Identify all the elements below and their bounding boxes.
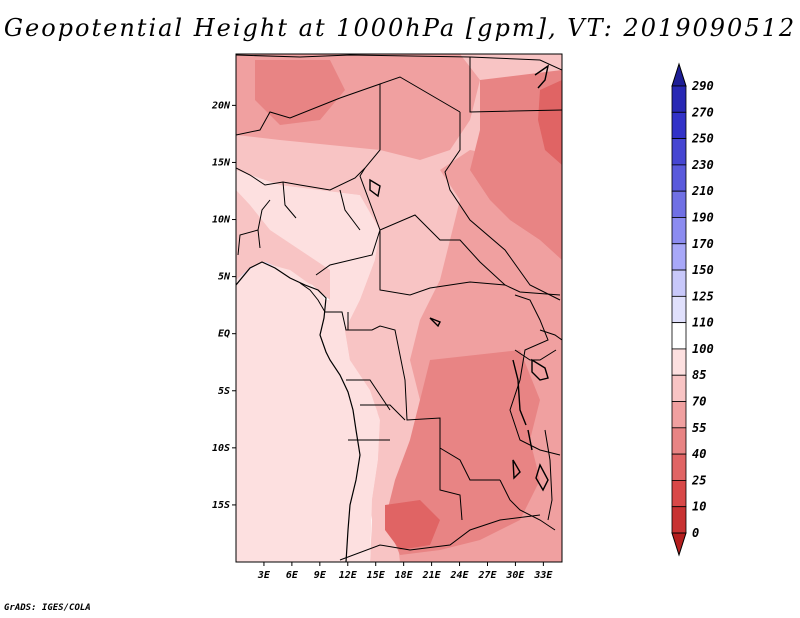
country-borders bbox=[236, 54, 562, 561]
colorbar-label: 270 bbox=[691, 105, 714, 119]
colorbar-box bbox=[671, 427, 687, 455]
colorbar-box bbox=[671, 269, 687, 297]
colorbar-label: 100 bbox=[692, 342, 714, 356]
lon-tick-label: 9E bbox=[314, 570, 327, 581]
lat-tick-label: EQ bbox=[218, 329, 230, 340]
colorbar-label: 70 bbox=[692, 395, 706, 409]
colorbar-label: 125 bbox=[692, 289, 714, 303]
lon-tick-label: 30E bbox=[505, 570, 525, 581]
lat-tick-label: 10S bbox=[212, 443, 230, 454]
colorbar-label: 55 bbox=[692, 421, 706, 435]
colorbar-label: 85 bbox=[692, 368, 706, 382]
colorbar-box bbox=[671, 322, 687, 350]
red-zone-east bbox=[538, 80, 562, 165]
colorbar-label: 150 bbox=[692, 263, 714, 277]
colorbar-label: 10 bbox=[692, 500, 706, 514]
lat-tick-label: 20N bbox=[211, 100, 231, 111]
colorbar-box bbox=[671, 111, 687, 139]
colorbar-bottom-arrow bbox=[671, 532, 687, 557]
lat-tick-label: 10N bbox=[212, 215, 231, 226]
lakes bbox=[369, 64, 550, 492]
salmon-zone-northwest bbox=[255, 60, 345, 125]
longitude-axis: 3E 6E 9E 12E 15E 18E 21E 24E 27E 30E 33E bbox=[257, 562, 553, 581]
light-pink-zone bbox=[236, 130, 460, 562]
colorbar-box bbox=[671, 217, 687, 245]
lon-tick-label: 15E bbox=[367, 570, 386, 581]
colorbar-label: 290 bbox=[691, 79, 714, 93]
colorbar-label: 250 bbox=[691, 132, 714, 146]
lon-tick-label: 21E bbox=[422, 570, 442, 581]
colorbar-box bbox=[671, 85, 687, 113]
colorbar-box bbox=[671, 480, 687, 508]
colorbar-label: 230 bbox=[691, 158, 714, 172]
colorbar-box bbox=[671, 453, 687, 481]
lon-tick-label: 24E bbox=[450, 570, 470, 581]
colorbar-box bbox=[671, 506, 687, 534]
chart-title: Geopotential Height at 1000hPa [gpm], VT… bbox=[3, 14, 797, 42]
colorbar-box bbox=[671, 374, 687, 402]
credit-text: GrADS: IGES/COLA bbox=[4, 603, 91, 613]
lat-tick-label: 15S bbox=[212, 500, 230, 511]
colorbar-box bbox=[671, 190, 687, 218]
lon-tick-label: 27E bbox=[477, 570, 497, 581]
lon-tick-label: 33E bbox=[533, 570, 553, 581]
lon-tick-label: 3E bbox=[257, 570, 271, 581]
lat-tick-label: 15N bbox=[212, 157, 231, 168]
latitude-axis: 20N 15N 10N 5N EQ 5S 10S 15S bbox=[211, 100, 236, 511]
colorbar-top-arrow bbox=[671, 62, 687, 87]
lon-tick-label: 6E bbox=[286, 570, 299, 581]
map-frame bbox=[235, 53, 563, 563]
colorbar-label: 0 bbox=[692, 526, 699, 540]
colorbar-label: 190 bbox=[692, 210, 714, 224]
colorbar-boxes bbox=[671, 62, 687, 557]
colorbar-box bbox=[671, 164, 687, 192]
colorbar-label: 25 bbox=[691, 473, 706, 487]
lat-tick-label: 5N bbox=[218, 272, 231, 283]
height-field bbox=[236, 54, 562, 562]
colorbar-box bbox=[671, 243, 687, 271]
lon-tick-label: 12E bbox=[339, 570, 358, 581]
coastline bbox=[236, 261, 361, 562]
colorbar-label: 170 bbox=[692, 237, 714, 251]
colorbar-labels: 2902702502302101901701501251101008570554… bbox=[691, 79, 714, 540]
colorbar-box bbox=[671, 295, 687, 324]
colorbar-label: 40 bbox=[692, 447, 706, 461]
colorbar-label: 210 bbox=[691, 184, 714, 198]
pale-pink-zone bbox=[236, 170, 380, 562]
colorbar-box bbox=[671, 401, 687, 429]
lat-tick-label: 5S bbox=[218, 386, 230, 397]
lon-tick-label: 18E bbox=[395, 570, 414, 581]
colorbar-label: 110 bbox=[692, 316, 714, 330]
colorbar-box bbox=[671, 348, 687, 376]
colorbar-box bbox=[671, 138, 687, 166]
red-zone-southwest bbox=[385, 500, 440, 550]
